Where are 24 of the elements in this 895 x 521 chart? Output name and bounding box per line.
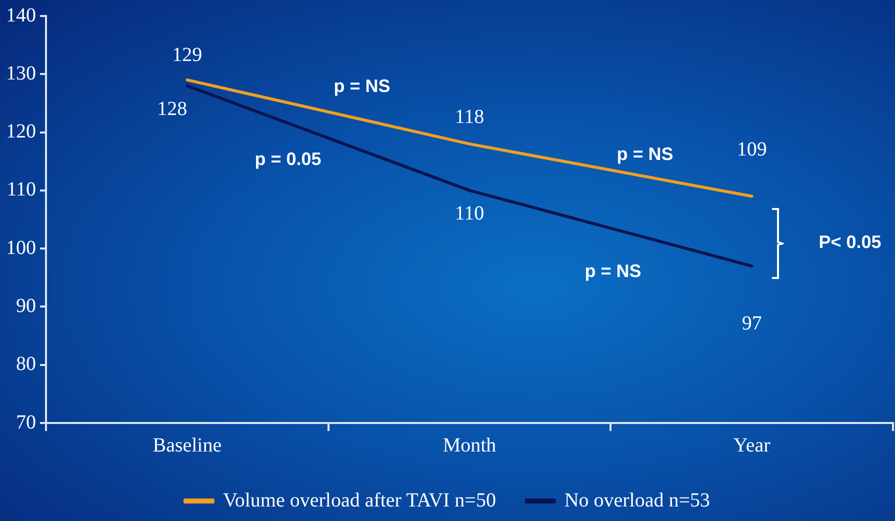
annotation: p = NS [334,76,390,96]
y-tick-label: 140 [6,4,36,26]
data-label: 129 [172,44,202,66]
annotation: p = NS [584,260,642,281]
annotation: P< 0.05 [818,232,882,252]
y-tick-label: 120 [6,120,36,143]
y-tick-label: 100 [6,236,36,259]
y-tick-label: 70 [16,411,36,434]
annotation: p = 0.05 [254,148,322,169]
data-label: 97 [742,312,762,334]
data-label: 128 [157,98,188,120]
legend-label: No overload n=53 [564,489,710,512]
annotation: p = NS [616,144,674,164]
y-tick-label: 80 [16,353,36,376]
data-label: 109 [736,138,767,160]
legend-label: Volume overload after TAVI n=50 [222,489,496,512]
data-label: 118 [454,106,484,128]
y-tick-label: 110 [6,178,36,201]
x-tick-label: Month [442,434,496,456]
x-tick-label: Baseline [152,434,222,456]
data-label: 110 [454,202,484,225]
y-tick-label: 90 [16,294,36,317]
x-tick-label: Year [733,434,771,456]
y-tick-label: 130 [6,62,36,84]
